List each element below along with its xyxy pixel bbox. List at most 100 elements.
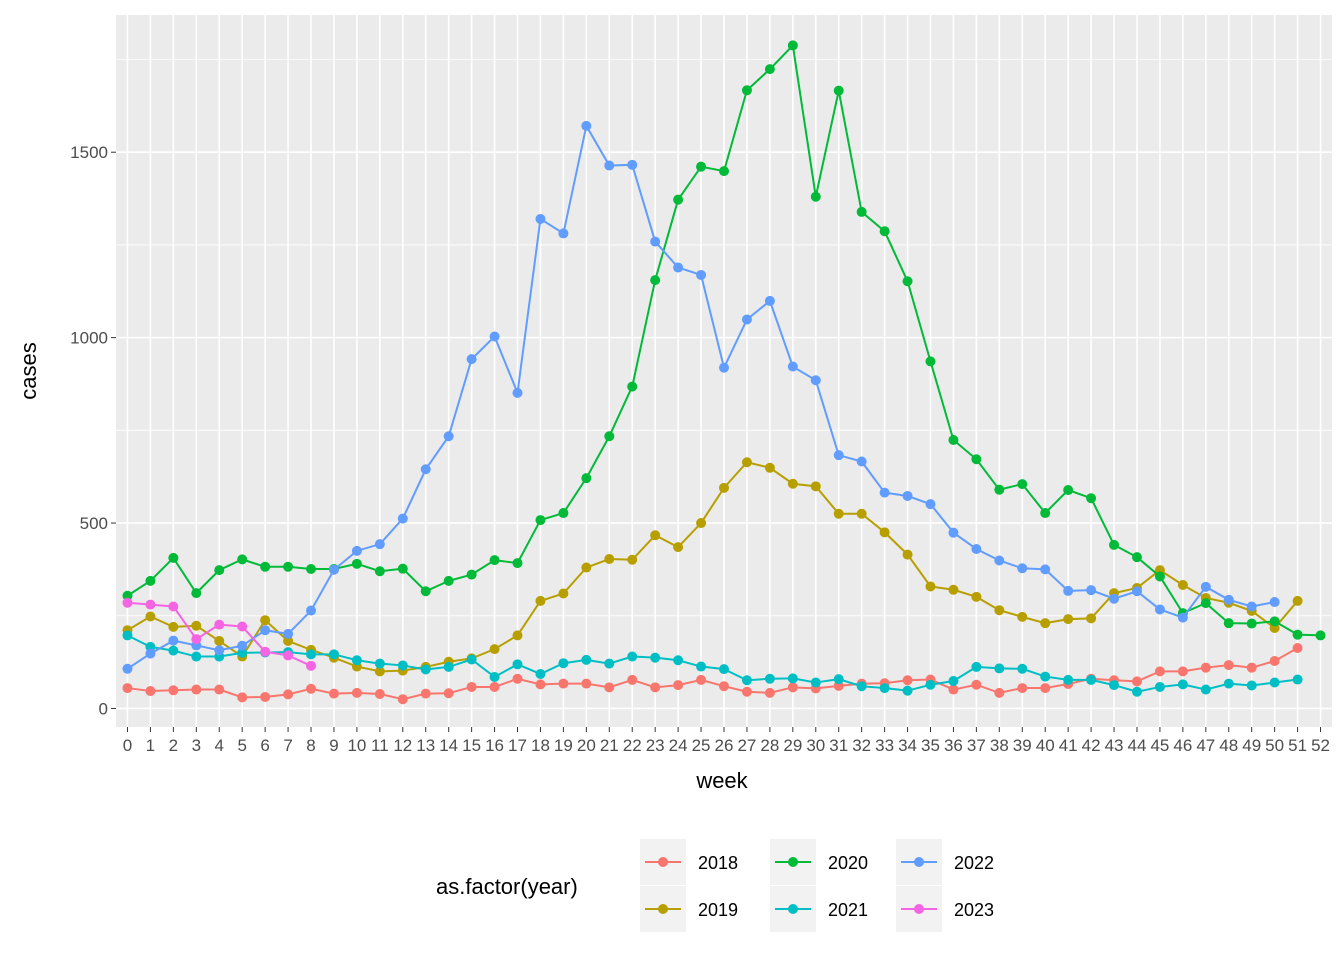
data-point-2021 [764, 673, 775, 684]
data-point-2021 [512, 659, 523, 670]
data-point-2021 [810, 677, 821, 688]
data-point-2022 [1246, 601, 1257, 612]
legend-key-point-2023 [914, 904, 924, 914]
data-point-2021 [879, 683, 890, 694]
data-point-2022 [879, 487, 890, 498]
data-point-2018 [397, 694, 408, 705]
data-point-2020 [122, 590, 133, 601]
x-tick-label: 45 [1150, 736, 1169, 755]
y-tick-label: 500 [80, 514, 108, 533]
data-point-2021 [925, 679, 936, 690]
legend-label-2021: 2021 [828, 900, 868, 920]
data-point-2020 [558, 508, 569, 519]
data-point-2022 [260, 625, 271, 636]
data-point-2020 [1223, 618, 1234, 629]
x-tick-label: 40 [1036, 736, 1055, 755]
data-point-2020 [994, 484, 1005, 495]
data-point-2019 [764, 462, 775, 473]
data-point-2021 [581, 654, 592, 665]
data-point-2022 [1109, 593, 1120, 604]
y-axis: 0 500 1000 1500 [70, 143, 116, 718]
data-point-2022 [1200, 581, 1211, 592]
x-tick-label: 31 [829, 736, 848, 755]
data-point-2018 [650, 682, 661, 693]
data-point-2019 [283, 635, 294, 646]
data-point-2018 [283, 689, 294, 700]
data-point-2021 [1223, 678, 1234, 689]
data-point-2020 [948, 434, 959, 445]
data-point-2020 [420, 586, 431, 597]
data-point-2022 [581, 120, 592, 131]
data-point-2021 [1017, 663, 1028, 674]
data-point-2020 [856, 206, 867, 217]
data-point-2021 [420, 664, 431, 675]
x-tick-label: 4 [215, 736, 224, 755]
data-point-2022 [466, 354, 477, 365]
legend-label-2020: 2020 [828, 853, 868, 873]
data-point-2019 [994, 605, 1005, 616]
x-tick-label: 42 [1082, 736, 1101, 755]
x-tick-label: 6 [260, 736, 269, 755]
data-point-2021 [1154, 681, 1165, 692]
data-point-2020 [741, 85, 752, 96]
data-point-2022 [604, 160, 615, 171]
data-point-2022 [1040, 564, 1051, 575]
data-point-2021 [351, 655, 362, 666]
data-point-2021 [535, 668, 546, 679]
data-point-2022 [214, 645, 225, 656]
x-tick-label: 50 [1265, 736, 1284, 755]
data-point-2022 [787, 361, 798, 372]
data-point-2019 [558, 588, 569, 599]
x-tick-label: 49 [1242, 736, 1261, 755]
series-line-2018 [127, 647, 1299, 701]
data-point-2020 [191, 588, 202, 599]
data-point-2022 [145, 648, 156, 659]
data-point-2018 [1269, 655, 1280, 666]
data-point-2018 [581, 678, 592, 689]
data-point-2022 [1017, 563, 1028, 574]
data-point-2019 [168, 621, 179, 632]
data-point-2018 [214, 684, 225, 695]
data-point-2019 [650, 530, 661, 541]
data-point-2020 [1131, 552, 1142, 563]
series-line-2021 [127, 634, 1298, 693]
data-point-2021 [191, 651, 202, 662]
data-point-2022 [535, 213, 546, 224]
x-tick-label: 27 [737, 736, 756, 755]
data-point-2023 [237, 621, 248, 632]
data-point-2020 [1017, 479, 1028, 490]
data-point-2021 [397, 660, 408, 671]
data-point-2021 [1040, 671, 1051, 682]
data-point-2018 [1223, 660, 1234, 671]
data-point-2019 [879, 527, 890, 538]
x-tick-label: 20 [577, 736, 596, 755]
data-point-2018 [627, 674, 638, 685]
x-tick-label: 30 [806, 736, 825, 755]
data-point-2022 [833, 450, 844, 461]
x-tick-label: 14 [439, 736, 458, 755]
x-tick-label: 33 [875, 736, 894, 755]
legend: as.factor(year) 2018 2019 2020 2021 2022 2023 [436, 839, 994, 932]
data-point-2023 [168, 601, 179, 612]
data-point-2019 [1063, 614, 1074, 625]
data-point-2022 [1269, 597, 1280, 608]
x-tick-label: 38 [990, 736, 1009, 755]
data-point-2018 [237, 692, 248, 703]
data-point-2019 [787, 478, 798, 489]
data-point-2021 [627, 651, 638, 662]
data-point-2023 [191, 634, 202, 645]
data-point-2020 [1292, 629, 1303, 640]
data-point-2021 [650, 652, 661, 663]
data-point-2021 [719, 664, 729, 675]
legend-label-2019: 2019 [698, 900, 738, 920]
data-point-2022 [489, 331, 500, 342]
x-tick-label: 52 [1311, 736, 1330, 755]
data-point-2022 [558, 228, 569, 239]
x-tick-label: 7 [283, 736, 292, 755]
data-point-2020 [971, 454, 982, 465]
data-point-2023 [306, 660, 317, 671]
legend-key-point-2020 [788, 857, 798, 867]
x-tick-label: 22 [623, 736, 642, 755]
data-point-2022 [741, 314, 752, 325]
data-point-2018 [374, 688, 385, 699]
